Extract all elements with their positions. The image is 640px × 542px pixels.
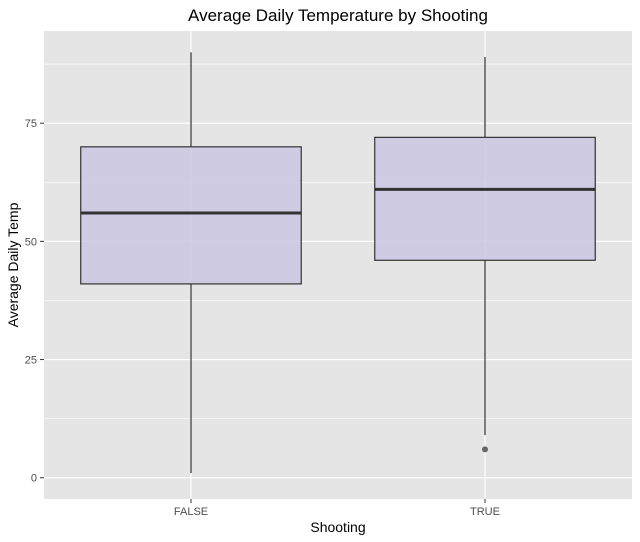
box-true [374,57,596,453]
y-tick-label: 0 [31,473,37,485]
x-axis-title: Shooting [310,519,365,535]
axis-ticks: 0 25 50 75 FALSE TRUE [25,118,500,518]
chart-title: Average Daily Temperature by Shooting [188,6,488,25]
boxes-layer [80,52,596,473]
outlier-point [482,446,488,453]
iqr-box [374,136,596,261]
x-tick-label: FALSE [174,506,208,518]
y-tick-label: 75 [25,118,37,130]
box-false [80,52,302,473]
y-tick-label: 25 [25,355,37,367]
iqr-box [80,146,302,285]
x-tick-label: TRUE [470,506,500,518]
y-tick-label: 50 [25,236,37,248]
y-axis-title: Average Daily Temp [5,202,21,327]
